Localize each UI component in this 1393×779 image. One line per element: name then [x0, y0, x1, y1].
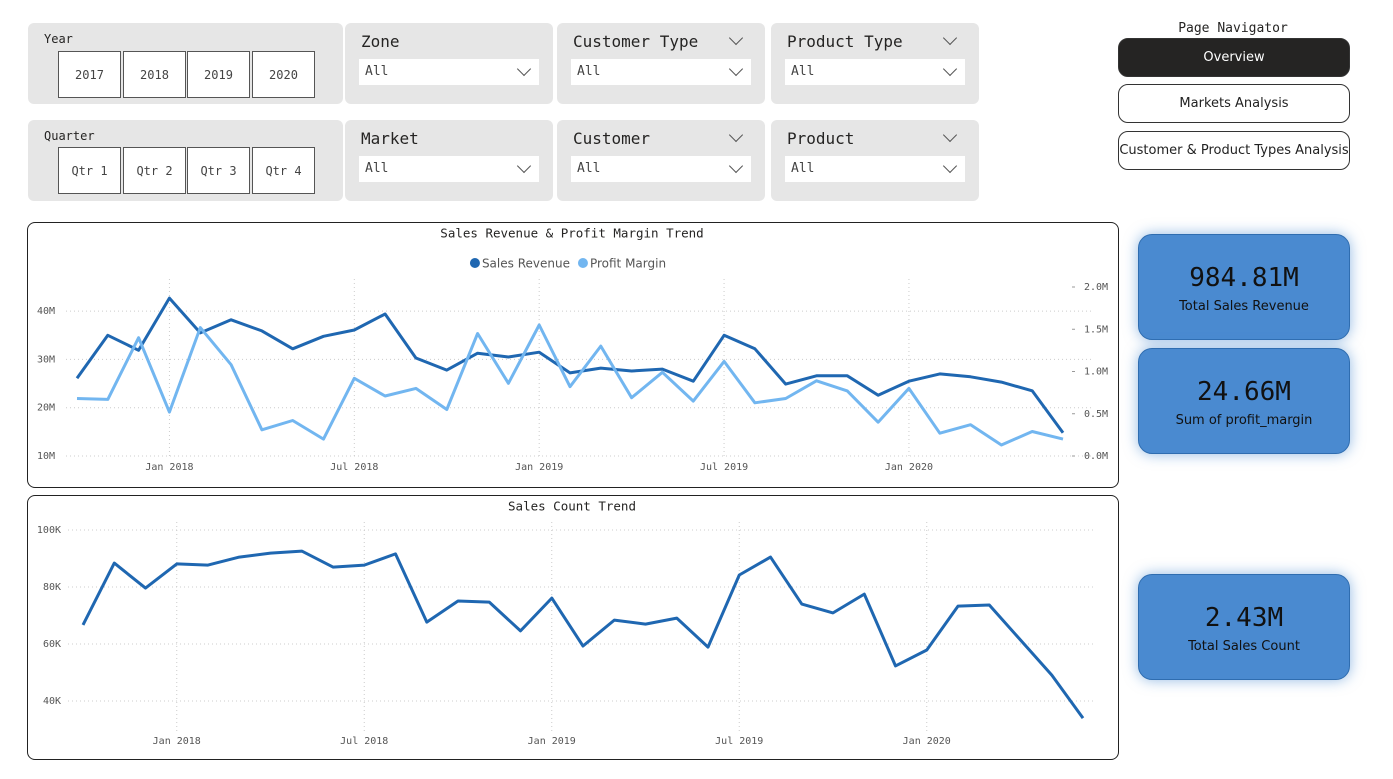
quarter-button[interactable]: Qtr 3: [187, 147, 250, 194]
kpi-card: 984.81M Total Sales Revenue: [1138, 234, 1350, 340]
y-tick-label: 40M: [37, 306, 55, 317]
dropdown[interactable]: All: [785, 156, 965, 182]
x-tick-label: Jan 2018: [145, 462, 193, 473]
x-tick-label: Jan 2019: [515, 462, 563, 473]
year-button[interactable]: 2017: [58, 51, 121, 98]
slicer-label: Year: [44, 32, 73, 46]
y2-tick-label: 0.0M: [1084, 451, 1108, 462]
slicer-label: Product: [787, 129, 855, 148]
chart: Sales Revenue & Profit Margin Trend 10M 20…: [37, 226, 1108, 474]
y-tick-label: 30M: [37, 354, 55, 365]
dropdown-value: All: [365, 64, 389, 79]
y2-tick-label: 2.0M: [1084, 282, 1108, 293]
kpi-value: 2.43M: [1204, 603, 1284, 633]
series-line: [75, 296, 1065, 434]
dropdown-slicer: Zone All: [345, 23, 553, 104]
quarter-button[interactable]: Qtr 1: [58, 147, 121, 194]
dropdown-value: All: [577, 64, 601, 79]
dropdown[interactable]: All: [359, 156, 539, 182]
quarter-button[interactable]: Qtr 4: [252, 147, 315, 194]
year-button[interactable]: 2018: [123, 51, 186, 98]
legend-marker: [469, 258, 480, 268]
year-button[interactable]: 2020: [252, 51, 315, 98]
y-tick-label: 100K: [37, 525, 61, 536]
y-tick-label: 20M: [37, 403, 55, 414]
x-tick-label: Jan 2020: [903, 736, 951, 747]
dropdown[interactable]: All: [785, 59, 965, 85]
dropdown-slicer: Product Type All: [771, 23, 979, 104]
y2-tick-label: 1.0M: [1084, 367, 1108, 378]
dropdown-slicer: Customer All: [557, 120, 765, 201]
chart-title: Sales Count Trend: [508, 499, 636, 514]
slicer-label: Product Type: [787, 32, 903, 51]
y-tick-label: 40K: [43, 696, 61, 707]
dropdown[interactable]: All: [359, 59, 539, 85]
year-button[interactable]: 2019: [187, 51, 250, 98]
slicer-label: Market: [361, 129, 419, 148]
slicer-label: Customer Type: [573, 32, 699, 51]
dropdown-value: All: [577, 161, 601, 176]
x-tick-label: Jul 2019: [715, 736, 763, 747]
slicer-label: Customer: [573, 129, 651, 148]
kpi-value: 984.81M: [1189, 263, 1299, 293]
navigator-title: Page Navigator: [1178, 21, 1288, 36]
y2-tick-label: 0.5M: [1084, 409, 1108, 420]
kpi-label: Total Sales Revenue: [1179, 299, 1309, 314]
quarter-button[interactable]: Qtr 2: [123, 147, 186, 194]
nav-button[interactable]: Overview: [1118, 38, 1350, 77]
dropdown-slicer: Market All: [345, 120, 553, 201]
x-tick-label: Jan 2018: [153, 736, 201, 747]
nav-button[interactable]: Customer & Product Types Analysis: [1118, 131, 1350, 170]
dropdown-slicer: Product All: [771, 120, 979, 201]
dropdown-slicer: Customer Type All: [557, 23, 765, 104]
y2-tick-label: 1.5M: [1084, 324, 1108, 335]
x-tick-label: Jan 2020: [885, 462, 933, 473]
chart: Sales Count Trend 40K 60K 80K 100K Jan 2018 Ju…: [37, 499, 1094, 747]
slicer-label: Zone: [361, 32, 400, 51]
x-tick-label: Jul 2018: [340, 736, 388, 747]
x-tick-label: Jan 2019: [528, 736, 576, 747]
y-tick-label: 80K: [43, 582, 61, 593]
kpi-card: 2.43M Total Sales Count: [1138, 574, 1350, 680]
dropdown-value: All: [791, 64, 815, 79]
x-tick-label: Jul 2019: [700, 462, 748, 473]
kpi-label: Total Sales Count: [1188, 639, 1300, 654]
legend-marker: [577, 258, 588, 268]
year-slicer: Year 2017 2018 2019 2020: [28, 23, 343, 104]
legend-label: Profit Margin: [590, 257, 666, 271]
x-tick-label: Jul 2018: [330, 462, 378, 473]
slicer-label: Quarter: [44, 129, 95, 143]
dropdown-value: All: [365, 161, 389, 176]
series-line: [76, 323, 1064, 447]
chart-title: Sales Revenue & Profit Margin Trend: [440, 226, 703, 241]
dropdown[interactable]: All: [571, 156, 751, 182]
dropdown[interactable]: All: [571, 59, 751, 85]
chart-card: Sales Revenue & Profit Margin Trend 10M 20…: [27, 222, 1119, 488]
y-tick-label: 10M: [37, 451, 55, 462]
series-line: [81, 549, 1085, 719]
dropdown-value: All: [791, 161, 815, 176]
nav-button[interactable]: Markets Analysis: [1118, 84, 1350, 123]
kpi-label: Sum of profit_margin: [1175, 413, 1313, 428]
quarter-slicer: Quarter Qtr 1 Qtr 2 Qtr 3 Qtr 4: [28, 120, 343, 201]
kpi-value: 24.66M: [1197, 377, 1291, 407]
chart-card: Sales Count Trend 40K 60K 80K 100K Jan 2018 Ju…: [27, 495, 1119, 760]
y-tick-label: 60K: [43, 639, 61, 650]
kpi-card: 24.66M Sum of profit_margin: [1138, 348, 1350, 454]
legend-label: Sales Revenue: [482, 257, 570, 271]
